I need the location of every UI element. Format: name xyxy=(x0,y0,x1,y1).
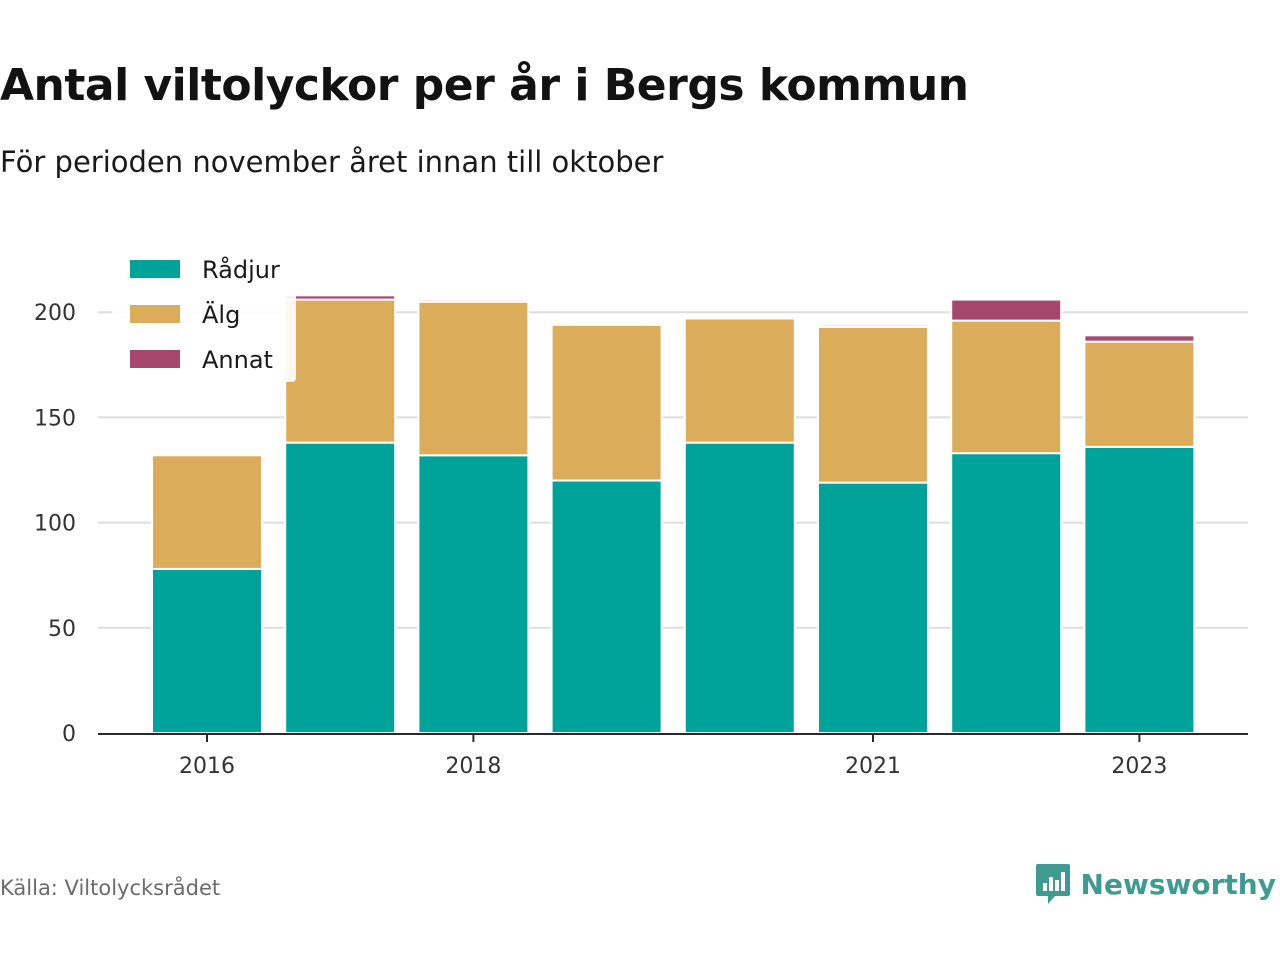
bar-annat-2018 xyxy=(417,298,530,303)
bar-annat-2021 xyxy=(817,323,929,328)
legend-swatch-annat xyxy=(130,350,180,368)
bar-annat-2022 xyxy=(950,298,1063,322)
bar-älg-2016 xyxy=(151,454,263,570)
bar-rådjur-2017 xyxy=(284,441,397,734)
legend: Rådjur Älg Annat xyxy=(112,246,296,382)
bar-rådjur-2020 xyxy=(683,441,796,734)
x-tick-label: 2021 xyxy=(845,754,901,779)
bar-annat-2017 xyxy=(284,294,397,301)
bar-rådjur-2019 xyxy=(550,479,663,734)
bar-rådjur-2018 xyxy=(417,454,530,734)
bars xyxy=(151,294,1196,734)
bar-annat-2023 xyxy=(1083,334,1196,343)
y-tick-label: 50 xyxy=(48,617,76,642)
y-tick-label: 200 xyxy=(34,301,76,326)
bar-älg-2022 xyxy=(950,319,1063,455)
legend-label-rådjur: Rådjur xyxy=(202,255,280,284)
legend-label-annat: Annat xyxy=(202,346,273,374)
chart-title: Antal viltolyckor per år i Bergs kommun xyxy=(0,60,969,111)
x-tick-label: 2018 xyxy=(445,754,501,779)
y-tick-label: 100 xyxy=(34,512,76,537)
legend-swatch-älg xyxy=(130,305,180,323)
legend-swatch-rådjur xyxy=(130,260,180,278)
legend-label-älg: Älg xyxy=(202,300,240,329)
source-note: Källa: Viltolycksrådet xyxy=(0,876,221,900)
y-axis-ticks: 0 50 100 150 200 xyxy=(34,301,76,747)
bar-rådjur-2022 xyxy=(950,452,1063,734)
bar-rådjur-2023 xyxy=(1083,445,1196,734)
bar-älg-2021 xyxy=(817,325,929,484)
x-tick-label: 2023 xyxy=(1111,754,1167,779)
newsworthy-logo-icon xyxy=(1035,864,1070,904)
bar-rådjur-2021 xyxy=(817,481,929,734)
bar-älg-2018 xyxy=(417,300,530,457)
x-tick-label: 2016 xyxy=(179,754,235,779)
brand-logo: Newsworthy xyxy=(1035,862,1276,906)
bar-älg-2017 xyxy=(284,298,397,444)
bar-rådjur-2016 xyxy=(151,567,263,734)
bar-älg-2020 xyxy=(683,317,796,444)
legend-background xyxy=(112,246,296,382)
y-tick-label: 0 xyxy=(62,722,76,747)
chart-subtitle: För perioden november året innan till ok… xyxy=(0,145,664,179)
brand-name: Newsworthy xyxy=(1080,867,1276,901)
y-tick-label: 150 xyxy=(34,406,76,431)
bar-älg-2023 xyxy=(1083,340,1196,448)
x-axis-ticks: 2016 2018 2021 2023 xyxy=(179,734,1167,779)
bar-älg-2019 xyxy=(550,323,663,482)
